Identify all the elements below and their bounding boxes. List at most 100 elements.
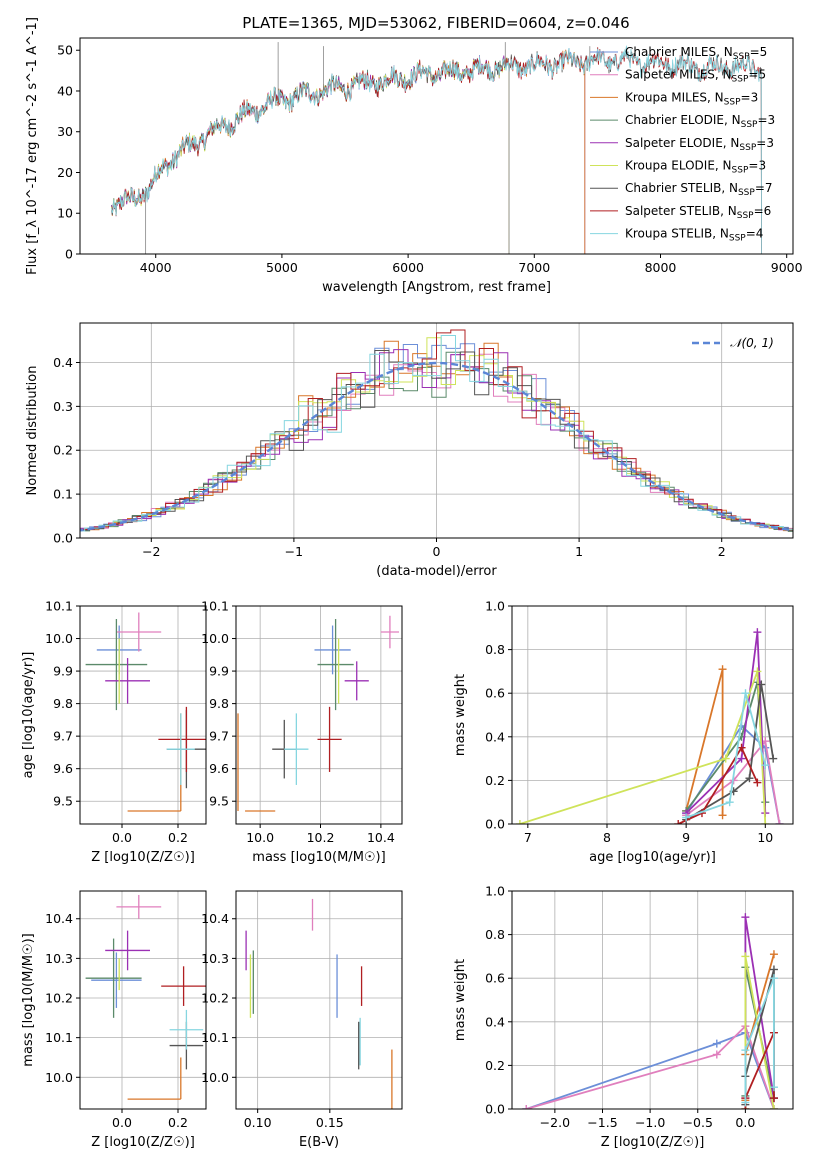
weight-vs-age-marker bbox=[725, 798, 734, 807]
age-vs-mass-xlabel: mass [log10(M/M☉)] bbox=[252, 850, 385, 865]
weight-vs-age-panel: 7 8 9 10 0.0 0.2 0.4 0.6 0.8 1.0 age [log10(age/yr… bbox=[453, 599, 794, 865]
weight-vs-age-xlabel: age [log10(age/yr)] bbox=[589, 850, 716, 865]
weight-vs-age-plot-area bbox=[515, 628, 784, 824]
weight-vs-age-ytick-label: 0.2 bbox=[485, 773, 505, 788]
mass-vs-Z-ylabel: mass [log10(M/M☉)] bbox=[21, 933, 36, 1066]
mass-vs-Z-ytick-label: 10.4 bbox=[45, 911, 73, 926]
residuals-xtick-label: −2 bbox=[142, 544, 160, 559]
age-vs-Z-panel: 0.0 0.2 9.5 9.6 9.7 9.8 9.9 10.0 10.1 Z [log10(Z/… bbox=[21, 599, 207, 865]
weight-vs-age-marker bbox=[674, 820, 683, 824]
spectrum-xtick-label: 7000 bbox=[518, 260, 550, 275]
weight-vs-Z-plot-area bbox=[522, 913, 778, 1109]
mass-vs-ebv-xlabel: E(B-V) bbox=[299, 1135, 339, 1150]
spectrum-model-line bbox=[111, 56, 510, 254]
weight-vs-age-xtick-label: 7 bbox=[524, 830, 532, 845]
age-vs-Z-ytick-label: 9.5 bbox=[53, 794, 73, 809]
weight-vs-Z-marker bbox=[712, 1039, 721, 1048]
weight-vs-Z-marker bbox=[522, 1105, 531, 1109]
weight-vs-Z-series-line bbox=[744, 977, 775, 1103]
mass-vs-Z-frame bbox=[79, 890, 207, 1110]
weight-vs-Z-marker bbox=[741, 913, 750, 922]
legend-entry: Kroupa MILES, NSSP=3 bbox=[625, 90, 758, 107]
legend-entry: 𝒩(0, 1) bbox=[730, 336, 774, 350]
spectrum-xtick-label: 8000 bbox=[645, 260, 677, 275]
weight-vs-age-marker bbox=[718, 665, 727, 674]
mass-vs-Z-ytick-label: 10.0 bbox=[45, 1070, 73, 1085]
weight-vs-Z-marker bbox=[712, 1050, 721, 1059]
legend-entry: Salpeter ELODIE, NSSP=3 bbox=[625, 136, 774, 153]
residual-histogram bbox=[80, 350, 793, 532]
residuals-ytick-label: 0.4 bbox=[53, 355, 73, 370]
weight-vs-age-xtick-label: 9 bbox=[682, 830, 690, 845]
errorbar-point bbox=[317, 706, 342, 772]
weight-vs-age-ytick-label: 0.6 bbox=[485, 686, 505, 701]
errorbar-point bbox=[166, 713, 195, 785]
age-vs-Z-plot-area bbox=[85, 612, 206, 812]
spectrum-model-line bbox=[111, 45, 762, 254]
age-vs-Z-ytick-label: 9.7 bbox=[53, 729, 73, 744]
weight-vs-Z-xlabel: Z [log10(Z/Z☉)] bbox=[601, 1135, 705, 1150]
mass-vs-Z-xlabel: Z [log10(Z/Z☉)] bbox=[91, 1135, 195, 1150]
residuals-xtick-label: 0 bbox=[433, 544, 441, 559]
errorbar-point bbox=[380, 615, 399, 649]
normal-reference-curve bbox=[80, 361, 793, 532]
mass-vs-Z-plot-area bbox=[85, 894, 206, 1100]
errorbar-point bbox=[116, 612, 162, 652]
residuals-xtick-label: −1 bbox=[285, 544, 303, 559]
age-vs-Z-ytick-label: 10.0 bbox=[45, 631, 73, 646]
spectrum-model-line bbox=[111, 49, 586, 254]
residuals-xtick-label: 2 bbox=[718, 544, 726, 559]
legend-entry: Salpeter STELIB, NSSP=6 bbox=[625, 204, 771, 221]
spectrum-xtick-label: 4000 bbox=[140, 260, 172, 275]
age-vs-Z-xtick-label: 0.0 bbox=[112, 830, 132, 845]
weight-vs-age-series-line bbox=[677, 745, 759, 824]
spectrum-frame bbox=[79, 37, 794, 255]
mass-vs-ebv-panel: 0.10 0.15 10.0 10.1 10.2 10.3 10.4 E(B-V) bbox=[201, 890, 403, 1150]
mass-vs-ebv-xtick-label: 0.15 bbox=[316, 1115, 344, 1130]
legend-entry: Chabrier MILES, NSSP=5 bbox=[625, 45, 767, 62]
weight-vs-Z-marker bbox=[741, 1098, 750, 1107]
weight-vs-Z-grid bbox=[512, 890, 793, 1110]
residuals-ytick-label: 0.2 bbox=[53, 443, 73, 458]
mass-vs-ebv-ytick-label: 10.4 bbox=[201, 911, 229, 926]
residuals-xtick-label: 1 bbox=[575, 544, 583, 559]
weight-vs-Z-marker bbox=[769, 1094, 778, 1103]
weight-vs-Z-xtick-label: −2.0 bbox=[540, 1115, 570, 1130]
spectrum-xtick-label: 6000 bbox=[392, 260, 424, 275]
legend-entry: Kroupa STELIB, NSSP=4 bbox=[625, 227, 763, 244]
spectrum-ytick-label: 50 bbox=[57, 43, 73, 58]
mass-vs-ebv-ytick-label: 10.1 bbox=[201, 1030, 229, 1045]
age-vs-mass-grid bbox=[236, 605, 402, 824]
legend-entry: Chabrier STELIB, NSSP=7 bbox=[625, 181, 773, 198]
spectrum-model-line bbox=[111, 49, 586, 254]
residuals-ylabel: Normed distribution bbox=[25, 366, 40, 496]
errorbar-point bbox=[169, 1009, 204, 1050]
legend-entry: Kroupa ELODIE, NSSP=3 bbox=[625, 159, 766, 176]
errorbar-point bbox=[127, 713, 182, 812]
mass-vs-Z-panel: 0.0 0.2 10.0 10.1 10.2 10.3 10.4 Z [log10(Z/Z☉)… bbox=[21, 890, 207, 1150]
weight-vs-age-ylabel: mass weight bbox=[453, 674, 468, 756]
weight-vs-age-marker bbox=[757, 680, 766, 689]
spectrum-xtick-label: 9000 bbox=[771, 260, 803, 275]
age-vs-Z-ylabel: age [log10(age/yr)] bbox=[21, 652, 36, 779]
errorbar-point bbox=[317, 619, 354, 711]
residuals-panel: −2 −1 0 1 2 0.0 0.1 0.2 0.3 0.4 (data-model)/error… bbox=[25, 322, 794, 579]
age-vs-mass-ytick-label: 9.8 bbox=[209, 696, 229, 711]
errorbar-point bbox=[85, 619, 148, 711]
weight-vs-age-marker bbox=[753, 628, 762, 637]
age-vs-Z-xtick-label: 0.2 bbox=[168, 830, 188, 845]
legend-entry: Chabrier ELODIE, NSSP=3 bbox=[625, 113, 775, 130]
errorbar-point bbox=[158, 706, 206, 772]
residuals-ytick-label: 0.0 bbox=[53, 531, 73, 546]
weight-vs-Z-ytick-label: 0.6 bbox=[485, 971, 505, 986]
age-vs-Z-ytick-label: 10.1 bbox=[45, 599, 73, 614]
weight-vs-age-series-line bbox=[685, 692, 767, 819]
residuals-ytick-label: 0.3 bbox=[53, 399, 73, 414]
weight-vs-age-marker bbox=[753, 778, 762, 787]
errorbar-point bbox=[161, 966, 206, 1006]
age-vs-mass-ytick-label: 9.6 bbox=[209, 761, 229, 776]
weight-vs-Z-marker bbox=[769, 1105, 778, 1109]
mass-vs-ebv-ytick-label: 10.2 bbox=[201, 991, 229, 1006]
weight-vs-age-marker bbox=[761, 761, 770, 770]
weight-vs-age-marker bbox=[761, 820, 770, 824]
